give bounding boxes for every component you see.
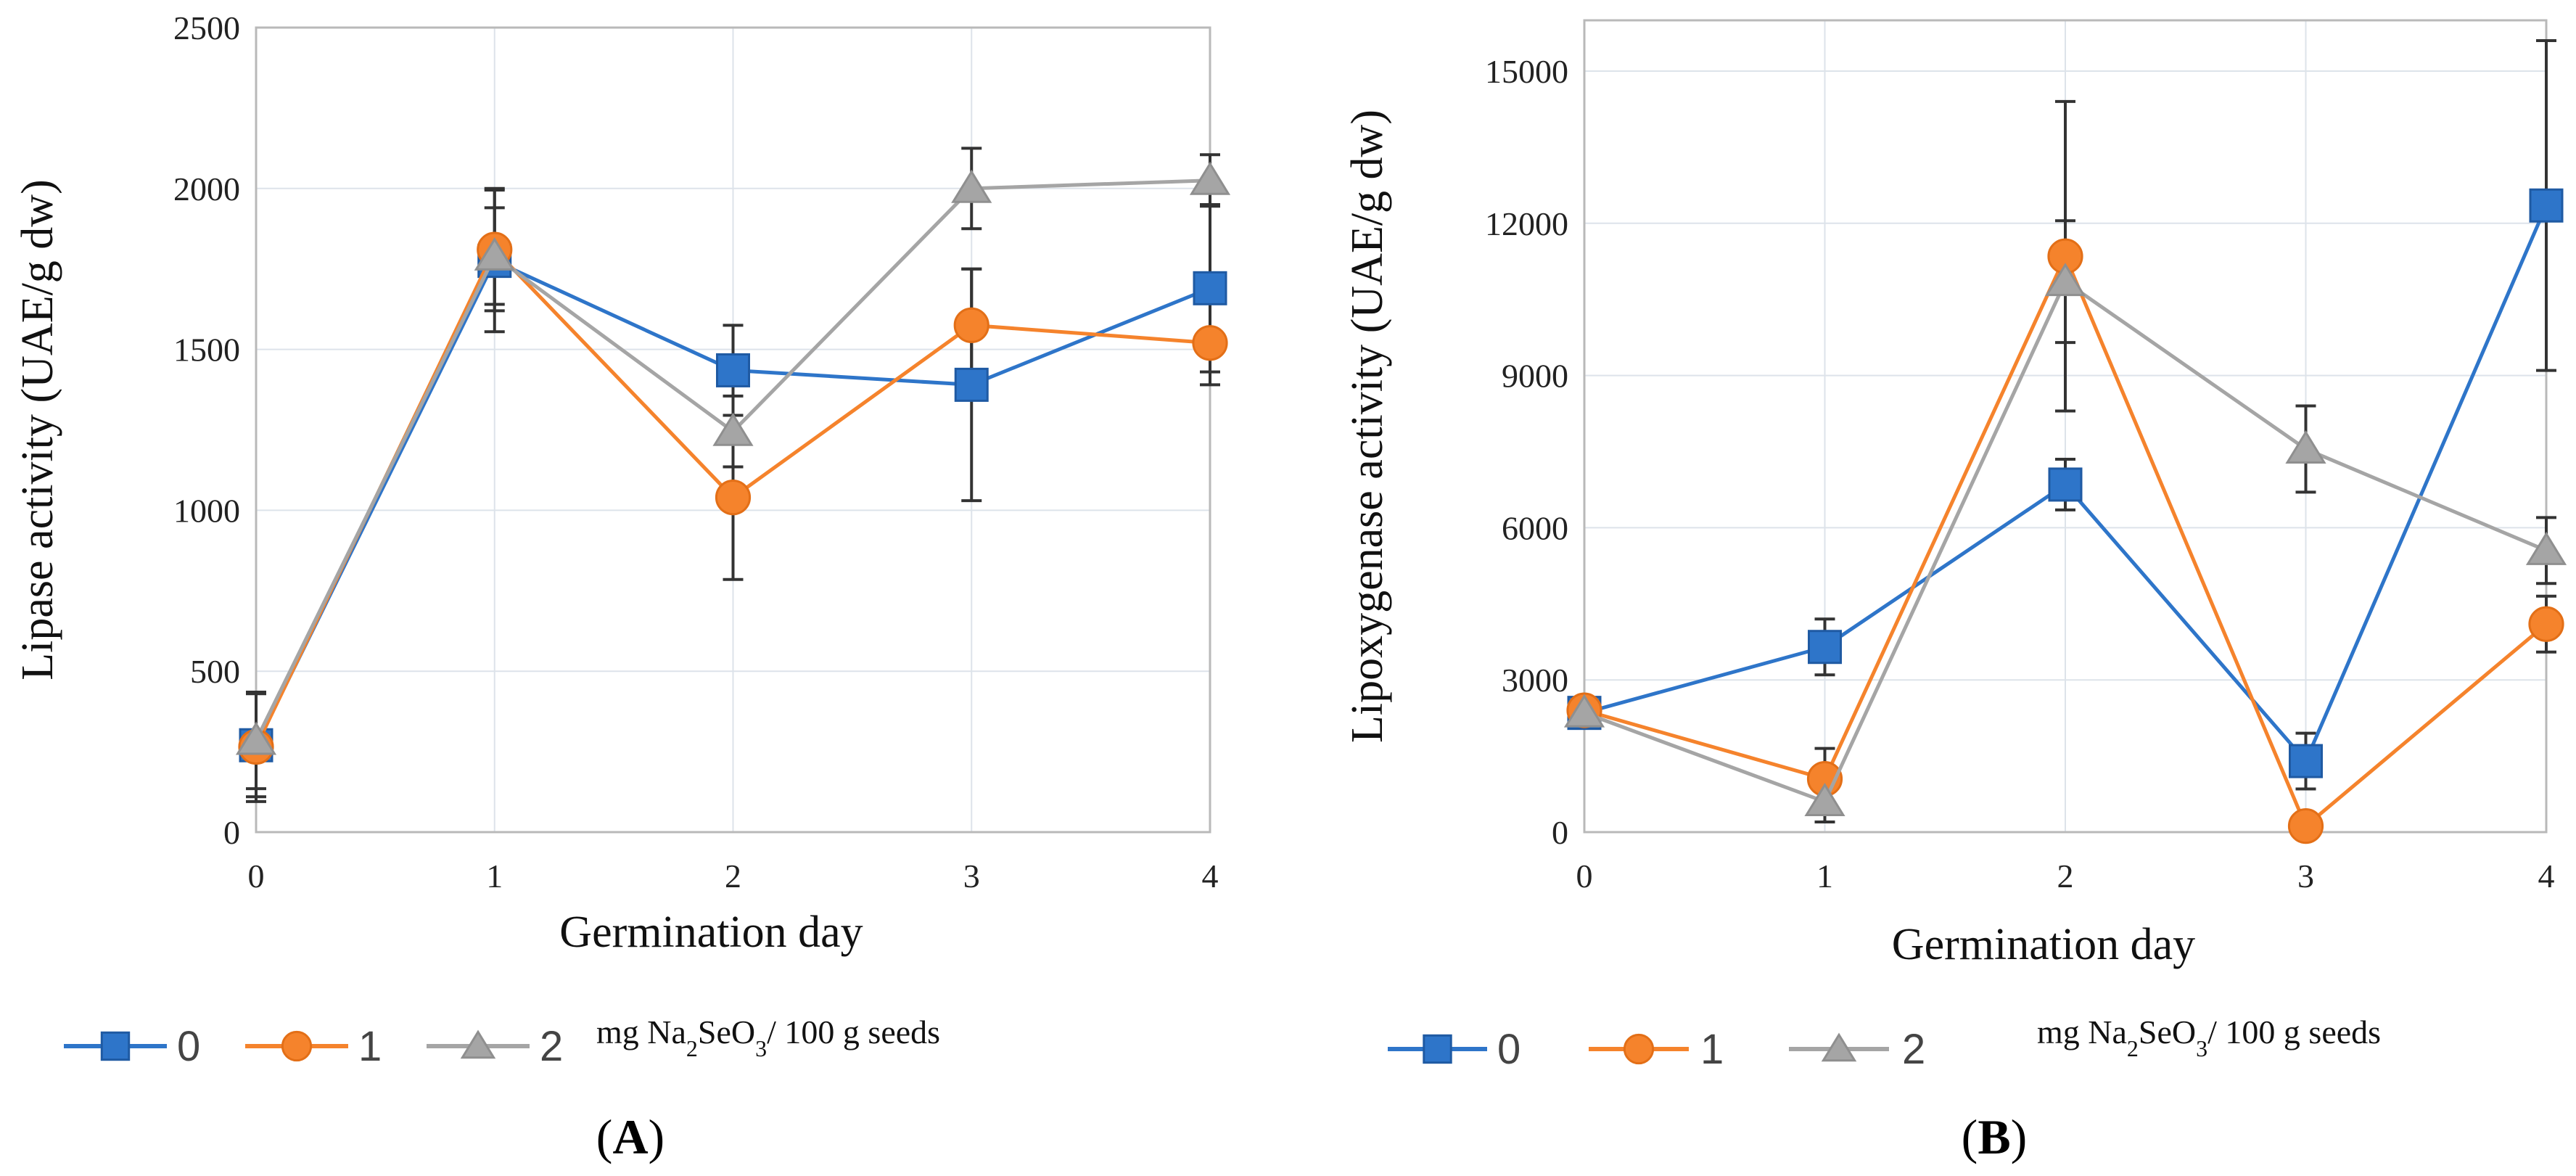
triangle-marker: [951, 169, 992, 203]
triangle-marker: [1804, 783, 1845, 817]
triangle-marker: [712, 412, 754, 446]
square-marker: [2048, 467, 2083, 502]
legend-label: 0: [1497, 1026, 1521, 1073]
panel-b-lipoxygenase-chart: 0 3000 6000 9000 12000 15000 0 1 2 3 4 Germination …: [1343, 19, 2567, 1164]
triangle-marker: [2525, 531, 2567, 565]
panel-label-open: (: [596, 1109, 613, 1164]
square-marker: [716, 353, 750, 387]
circle-marker: [1192, 325, 1228, 361]
circle-marker: [2528, 606, 2564, 642]
y-tick-label: 2000: [173, 170, 240, 207]
panel-label: (B): [1962, 1109, 2028, 1164]
x-tick-label: 4: [2538, 858, 2555, 895]
legend-unit-label: mg Na2SeO3/ 100 g seeds: [596, 1013, 940, 1061]
y-tick-label: 1000: [173, 492, 240, 529]
circle-marker: [715, 480, 752, 516]
legend-label: 1: [358, 1023, 382, 1070]
square-marker: [1808, 630, 1842, 665]
circle-marker: [281, 1030, 313, 1062]
y-tick-label: 12000: [1485, 205, 1568, 242]
x-axis-title: Germination day: [559, 908, 863, 957]
legend-unit-text: / 100 g seeds: [767, 1013, 940, 1050]
legend-unit-text: mg Na: [2037, 1013, 2127, 1050]
triangle-marker: [474, 237, 515, 271]
triangle-marker: [1563, 694, 1605, 728]
legend-unit-label: mg Na2SeO3/ 100 g seeds: [2037, 1013, 2381, 1061]
triangle-marker: [1821, 1032, 1857, 1062]
series-2: [235, 161, 1231, 755]
square-marker: [1423, 1034, 1452, 1064]
legend-unit-subscript: 3: [2196, 1035, 2207, 1061]
x-tick-label: 2: [725, 858, 741, 895]
square-marker: [1193, 271, 1227, 305]
legend-label: 0: [177, 1023, 200, 1070]
x-tick-label: 1: [486, 858, 503, 895]
x-tick-label: 2: [2057, 858, 2074, 895]
x-tick-label: 4: [1202, 858, 1219, 895]
panel-label-letter: B: [1978, 1109, 2010, 1164]
triangle-marker: [2044, 263, 2086, 297]
legend-unit-subscript: 3: [755, 1035, 767, 1061]
panel-label-close: ): [649, 1109, 665, 1164]
square-marker: [954, 367, 989, 402]
panel-label-close: ): [2011, 1109, 2028, 1164]
square-marker: [100, 1031, 131, 1061]
legend-label: 2: [540, 1023, 563, 1070]
x-tick-label: 1: [1816, 858, 1833, 895]
y-tick-label: 2500: [173, 9, 240, 46]
legend-label: 1: [1700, 1026, 1724, 1073]
circle-marker: [2287, 808, 2324, 844]
y-tick-label: 3000: [1502, 662, 1568, 699]
series-2: [1563, 263, 2567, 817]
triangle-marker: [460, 1029, 496, 1059]
legend-unit-text: SeO: [2139, 1013, 2196, 1050]
y-tick-label: 500: [190, 653, 240, 690]
triangle-marker: [2285, 429, 2326, 464]
triangle-marker: [1189, 161, 1231, 195]
circle-marker: [953, 307, 989, 343]
legend-unit-text: / 100 g seeds: [2207, 1013, 2381, 1050]
x-tick-label: 0: [248, 858, 265, 895]
legend: 0 1 2 mg Na2SeO3/ 100 g seeds: [64, 1013, 940, 1070]
square-marker: [2289, 744, 2323, 778]
y-tick-label: 6000: [1502, 509, 1568, 546]
legend-label: 2: [1902, 1026, 1925, 1073]
legend-unit-text: mg Na: [596, 1013, 686, 1050]
legend-unit-text: SeO: [698, 1013, 755, 1050]
y-tick-label: 9000: [1502, 358, 1568, 395]
square-marker: [2529, 188, 2564, 223]
legend: 0 1 2 mg Na2SeO3/ 100 g seeds: [1388, 1013, 2381, 1073]
panel-label: (A): [596, 1109, 664, 1164]
y-tick-label: 15000: [1485, 53, 1568, 90]
y-tick-label: 0: [1552, 814, 1568, 851]
x-tick-label: 3: [963, 858, 980, 895]
panel-a-lipase-chart: 0 500 1000 1500 2000 2500 0 1 2 3 4 Germination day…: [13, 9, 1231, 1164]
y-axis-title: Lipase activity (UAE/g dw): [13, 179, 62, 680]
circle-marker: [1623, 1033, 1655, 1065]
panel-label-letter: A: [612, 1109, 648, 1164]
legend-unit-subscript: 2: [2127, 1035, 2139, 1061]
legend-unit-subscript: 2: [686, 1035, 698, 1061]
x-tick-label: 0: [1576, 858, 1593, 895]
x-axis-title: Germination day: [1892, 920, 2195, 969]
y-tick-label: 0: [223, 814, 240, 851]
x-tick-label: 3: [2297, 858, 2314, 895]
triangle-marker: [235, 721, 277, 755]
plot-frame: [255, 26, 1211, 834]
y-tick-label: 1500: [173, 332, 240, 369]
y-axis-title: Lipoxygenase activity (UAE/g dw): [1343, 110, 1392, 743]
panel-label-open: (: [1962, 1109, 1978, 1164]
plot-frame: [1583, 19, 2548, 834]
